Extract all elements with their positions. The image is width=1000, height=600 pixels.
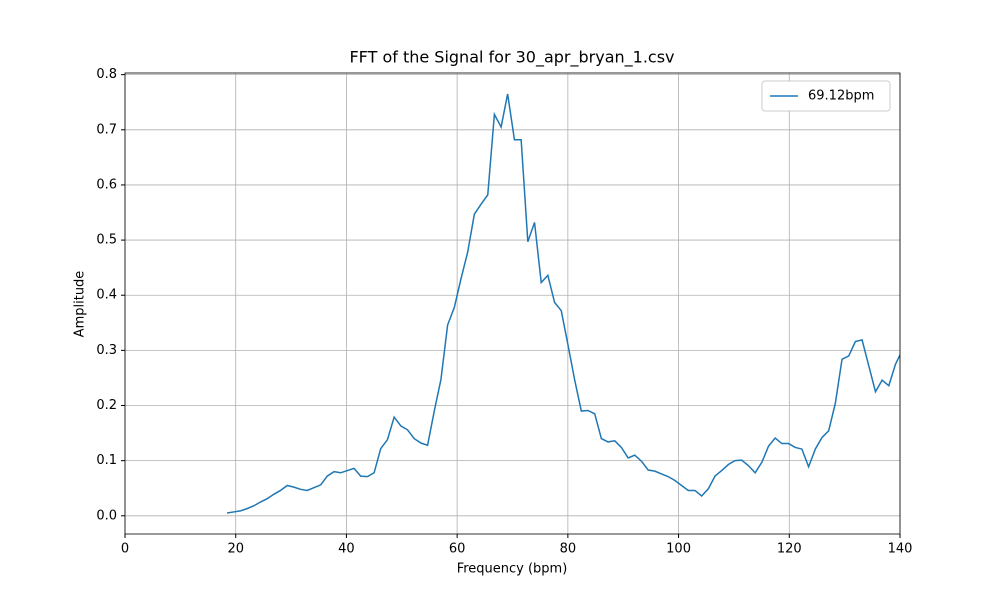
x-tick-label: 100 <box>666 542 691 557</box>
x-tick-label: 40 <box>338 542 355 557</box>
chart-title: FFT of the Signal for 30_apr_bryan_1.csv <box>349 48 674 68</box>
y-tick-label: 0.5 <box>96 233 117 248</box>
y-tick-label: 0.0 <box>96 508 117 523</box>
y-tick-label: 0.1 <box>96 453 117 468</box>
y-tick-label: 0.8 <box>96 67 117 82</box>
legend-label: 69.12bpm <box>808 89 874 104</box>
legend: 69.12bpm <box>761 80 891 112</box>
x-axis-label: Frequency (bpm) <box>457 562 568 577</box>
y-tick-label: 0.6 <box>96 177 117 192</box>
plot-frame <box>124 72 901 535</box>
y-axis-label: Amplitude <box>73 271 88 338</box>
x-tick-label: 60 <box>449 542 466 557</box>
x-tick-label: 80 <box>560 542 577 557</box>
x-tick-label: 0 <box>121 542 129 557</box>
legend-box <box>761 80 891 112</box>
x-tick-label: 140 <box>888 542 913 557</box>
x-tick-label: 20 <box>227 542 244 557</box>
y-tick-label: 0.2 <box>96 398 117 413</box>
data-line <box>226 93 900 514</box>
x-tick-label: 120 <box>777 542 802 557</box>
y-tick-label: 0.4 <box>96 288 117 303</box>
y-tick-label: 0.3 <box>96 343 117 358</box>
y-tick-label: 0.7 <box>96 122 117 137</box>
